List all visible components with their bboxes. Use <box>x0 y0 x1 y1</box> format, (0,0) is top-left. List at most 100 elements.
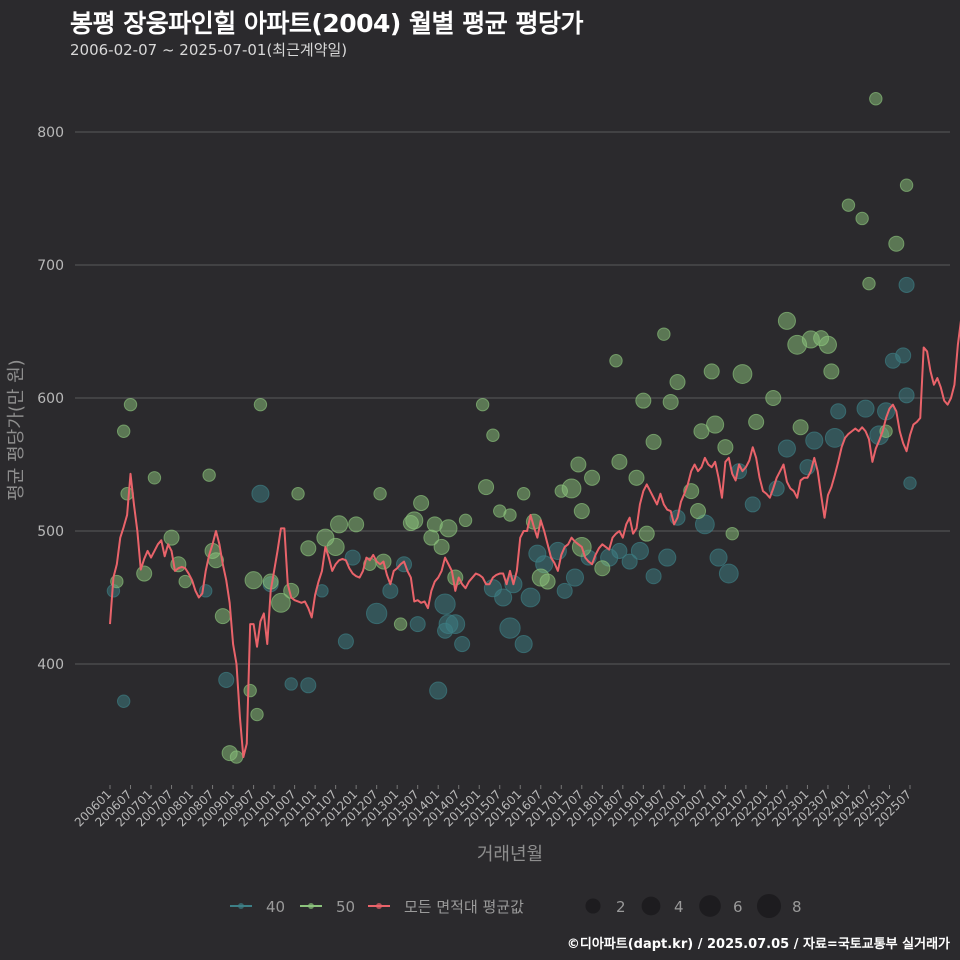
series-40-point <box>409 616 426 633</box>
x-axis-title: 거래년월 <box>477 844 543 865</box>
series-50-point <box>393 617 408 631</box>
legend-size-label: 6 <box>733 898 743 916</box>
series-40-point <box>454 636 471 653</box>
series-50-point <box>818 335 837 354</box>
series-50-point <box>244 571 263 590</box>
series-40-point <box>284 677 298 691</box>
series-50-point <box>862 276 876 291</box>
series-50-point <box>202 468 216 482</box>
series-50-point <box>243 683 257 698</box>
series-50-point <box>841 198 856 212</box>
series-40-point <box>434 593 456 615</box>
series-50-point <box>638 525 655 542</box>
series-50-point <box>732 364 753 384</box>
series-40-point <box>830 403 847 420</box>
series-50-point <box>573 503 590 520</box>
series-40-point <box>621 553 638 570</box>
series-50-point <box>899 178 914 192</box>
series-40-point <box>856 399 875 418</box>
series-50-point <box>657 327 671 341</box>
series-40-point <box>898 387 915 404</box>
series-50-point <box>116 424 131 438</box>
legend-point-swatch <box>308 903 314 909</box>
series-50-point <box>253 397 268 412</box>
series-50-point <box>539 573 556 590</box>
series-40-point <box>744 496 761 513</box>
series-50-point <box>178 574 192 589</box>
y-tick-label: 800 <box>37 125 64 141</box>
y-tick-label: 500 <box>37 524 64 540</box>
series-40-point <box>382 582 399 599</box>
series-40-point <box>251 484 270 503</box>
series-50-point <box>706 415 725 434</box>
series-50-point <box>229 750 244 764</box>
series-50-point <box>300 540 317 557</box>
series-50-point <box>475 397 490 412</box>
series-40-point <box>344 549 361 566</box>
series-40-point <box>499 617 521 639</box>
series-40-point <box>218 671 235 688</box>
series-50-point <box>628 469 645 486</box>
series-40-point <box>645 568 662 585</box>
series-40-point <box>895 347 912 364</box>
series-50-point <box>645 433 662 450</box>
series-50-point <box>163 529 180 546</box>
series-50-point <box>147 471 162 485</box>
legend-size-swatch <box>756 893 782 919</box>
legend-label: 40 <box>266 898 285 916</box>
series-50-point <box>503 508 517 522</box>
series-40-point <box>366 602 388 625</box>
series-50-point <box>609 354 623 368</box>
legend: 40 50 모든 면적대 평균값 2 4 6 8 <box>230 893 802 919</box>
series-40-point <box>565 568 584 587</box>
chart-title: 봉평 장웅파인힐 아파트(2004) 월별 평균 평당가 <box>70 9 583 38</box>
chart-subtitle: 2006-02-07 ~ 2025-07-01(최근계약일) <box>70 41 348 59</box>
series-50-point <box>594 560 611 577</box>
y-tick-label: 700 <box>37 258 64 274</box>
series-40-point <box>116 694 131 708</box>
y-tick-label: 600 <box>37 391 64 407</box>
series-50-point <box>214 608 231 625</box>
series-40-point <box>805 431 824 450</box>
series-40-point <box>429 681 448 700</box>
series-40-point <box>777 439 796 458</box>
grid-lines <box>75 131 950 665</box>
footer-credit: ©디아파트(dapt.kr) / 2025.07.05 / 자료=국토교통부 실… <box>566 937 950 952</box>
series-50-point <box>717 439 734 456</box>
series-50-point <box>405 511 424 530</box>
series-40-point <box>824 428 845 448</box>
legend-size-label: 8 <box>792 898 802 916</box>
series-40-points <box>106 276 917 708</box>
series-50-point <box>748 413 765 430</box>
legend-label: 50 <box>336 898 355 916</box>
series-40-point <box>520 587 541 608</box>
series-50-point <box>330 515 349 534</box>
legend-size-label: 2 <box>616 898 626 916</box>
series-50-point <box>516 487 531 501</box>
series-50-point <box>823 363 840 380</box>
series-50-point <box>326 537 345 557</box>
series-50-point <box>855 211 869 226</box>
legend-point-swatch <box>376 903 382 909</box>
series-50-point <box>662 393 679 411</box>
series-50-point <box>136 565 153 582</box>
series-50-points <box>110 92 914 764</box>
legend-size-label: 4 <box>674 898 684 916</box>
series-50-point <box>792 419 809 436</box>
legend-size-swatch <box>699 895 721 917</box>
series-50-point <box>458 513 473 528</box>
mean-line <box>109 320 960 759</box>
series-50-point <box>765 389 782 407</box>
series-40-point <box>898 276 915 293</box>
series-50-point <box>271 592 291 613</box>
series-40-point <box>300 677 317 694</box>
series-50-point <box>725 526 739 541</box>
series-50-point <box>669 374 686 391</box>
series-50-point <box>690 503 707 520</box>
y-axis-title: 평균 평당가(만 원) <box>6 359 27 500</box>
series-50-point <box>250 707 264 722</box>
series-50-point <box>584 469 601 486</box>
series-40-point <box>903 476 917 490</box>
series-50-point <box>348 516 365 533</box>
